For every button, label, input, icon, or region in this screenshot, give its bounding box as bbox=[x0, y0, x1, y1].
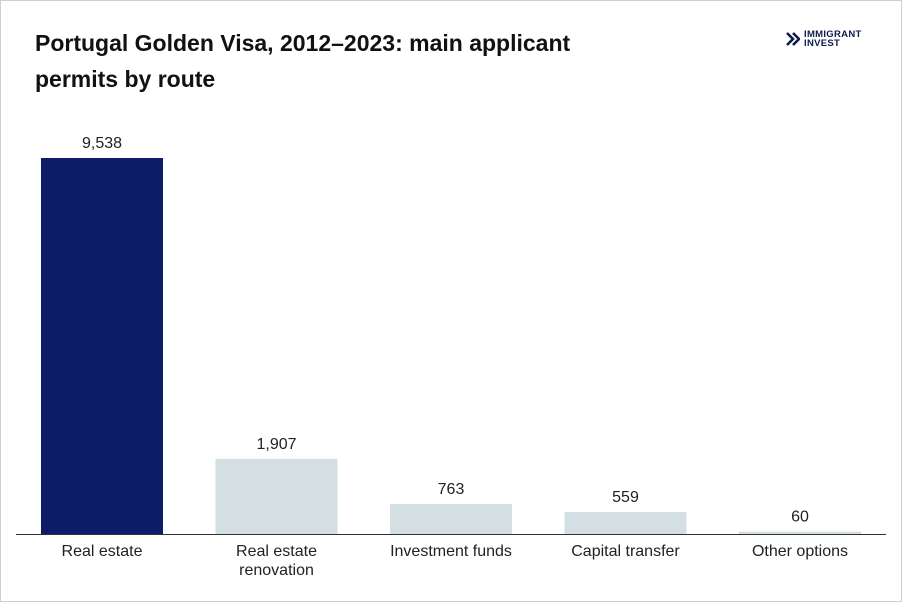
category-label-1: Real estate renovation bbox=[236, 543, 317, 579]
brand-wordmark: IMMIGRANT INVEST bbox=[804, 29, 862, 49]
value-label-2: 763 bbox=[438, 481, 465, 498]
chart-title: Portugal Golden Visa, 2012–2023: main ap… bbox=[35, 25, 675, 97]
title-line-2: permits by route bbox=[35, 66, 216, 92]
value-label-4: 60 bbox=[791, 509, 809, 526]
bar-0 bbox=[41, 158, 163, 534]
brand-line-1: IMMIGRANT bbox=[804, 29, 862, 40]
category-label-0: Real estate bbox=[62, 543, 143, 560]
category-label-4: Other options bbox=[752, 543, 848, 560]
category-label-2: Investment funds bbox=[390, 543, 512, 560]
bar-4 bbox=[739, 531, 861, 534]
bar-2 bbox=[390, 503, 512, 534]
bar-3 bbox=[564, 511, 687, 534]
brand-line-2: INVEST bbox=[804, 38, 841, 49]
brand-logo: IMMIGRANT INVEST bbox=[786, 29, 862, 49]
value-label-3: 559 bbox=[612, 489, 639, 506]
bar-1 bbox=[215, 458, 338, 534]
chevrons-icon bbox=[786, 32, 800, 46]
title-line-1: Portugal Golden Visa, 2012–2023: main ap… bbox=[35, 30, 571, 56]
category-label-3: Capital transfer bbox=[571, 543, 680, 560]
value-label-1: 1,907 bbox=[256, 436, 296, 453]
value-label-0: 9,538 bbox=[82, 135, 122, 152]
